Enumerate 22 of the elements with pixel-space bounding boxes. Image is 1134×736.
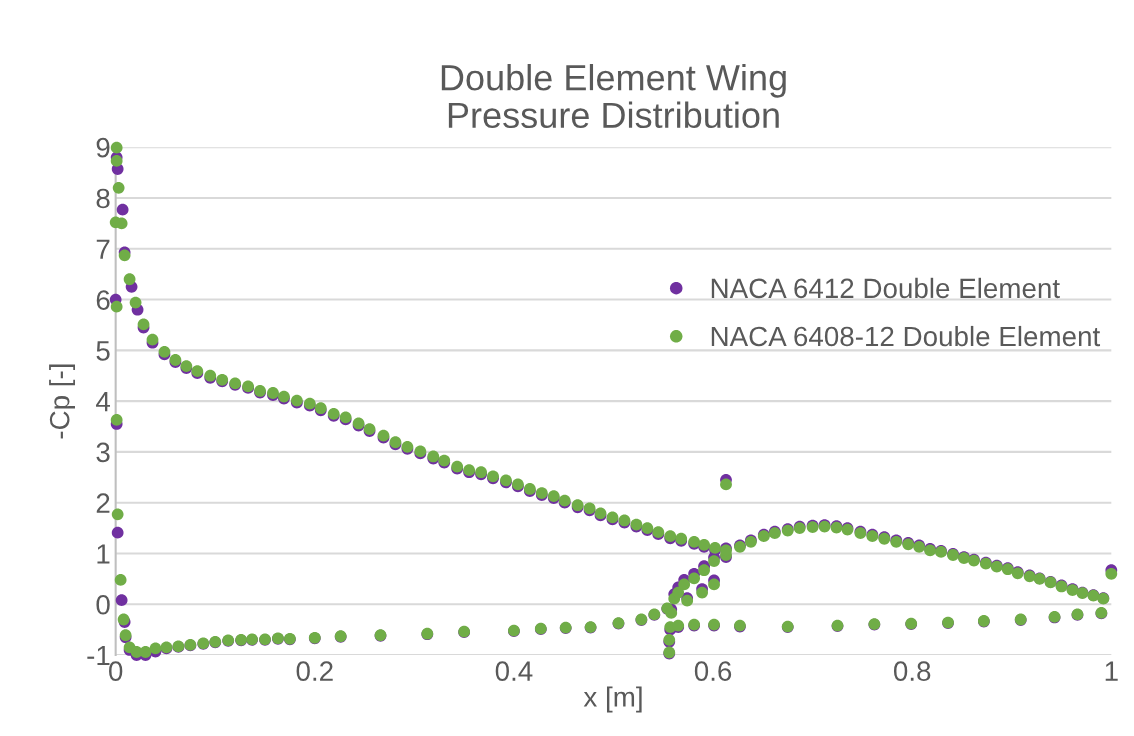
legend-label: NACA 6412 Double Element [711,277,1060,299]
x-axis-title: x [m] [583,686,642,713]
y-tick-label: 6 [96,290,110,310]
y-tick-label: 0 [96,594,110,615]
x-tick-label: 0.6 [694,661,732,681]
x-tick-label: 0.8 [893,661,931,681]
x-tick-label: 0 [109,661,123,681]
y-tick-label: 8 [96,188,110,209]
y-tick-label: 9 [96,137,110,158]
y-tick-label: 5 [96,341,110,361]
y-tick-label: 3 [96,442,110,463]
y-tick-label: 7 [96,239,110,259]
legend-label: NACA 6408-12 Double Element [711,325,1101,347]
y-axis-title: -Cp [-] [49,364,75,439]
y-tick-label: 2 [96,493,110,513]
y-tick-label: 4 [96,392,110,412]
x-tick-label: 0.4 [495,661,533,681]
y-tick-label: 1 [97,544,110,564]
chart-title: Double Element Wing Pressure Distribution [441,64,786,129]
y-tick-label: -1 [87,645,110,666]
x-tick-label: 1 [1105,661,1118,681]
x-tick-label: 0.2 [296,661,333,681]
